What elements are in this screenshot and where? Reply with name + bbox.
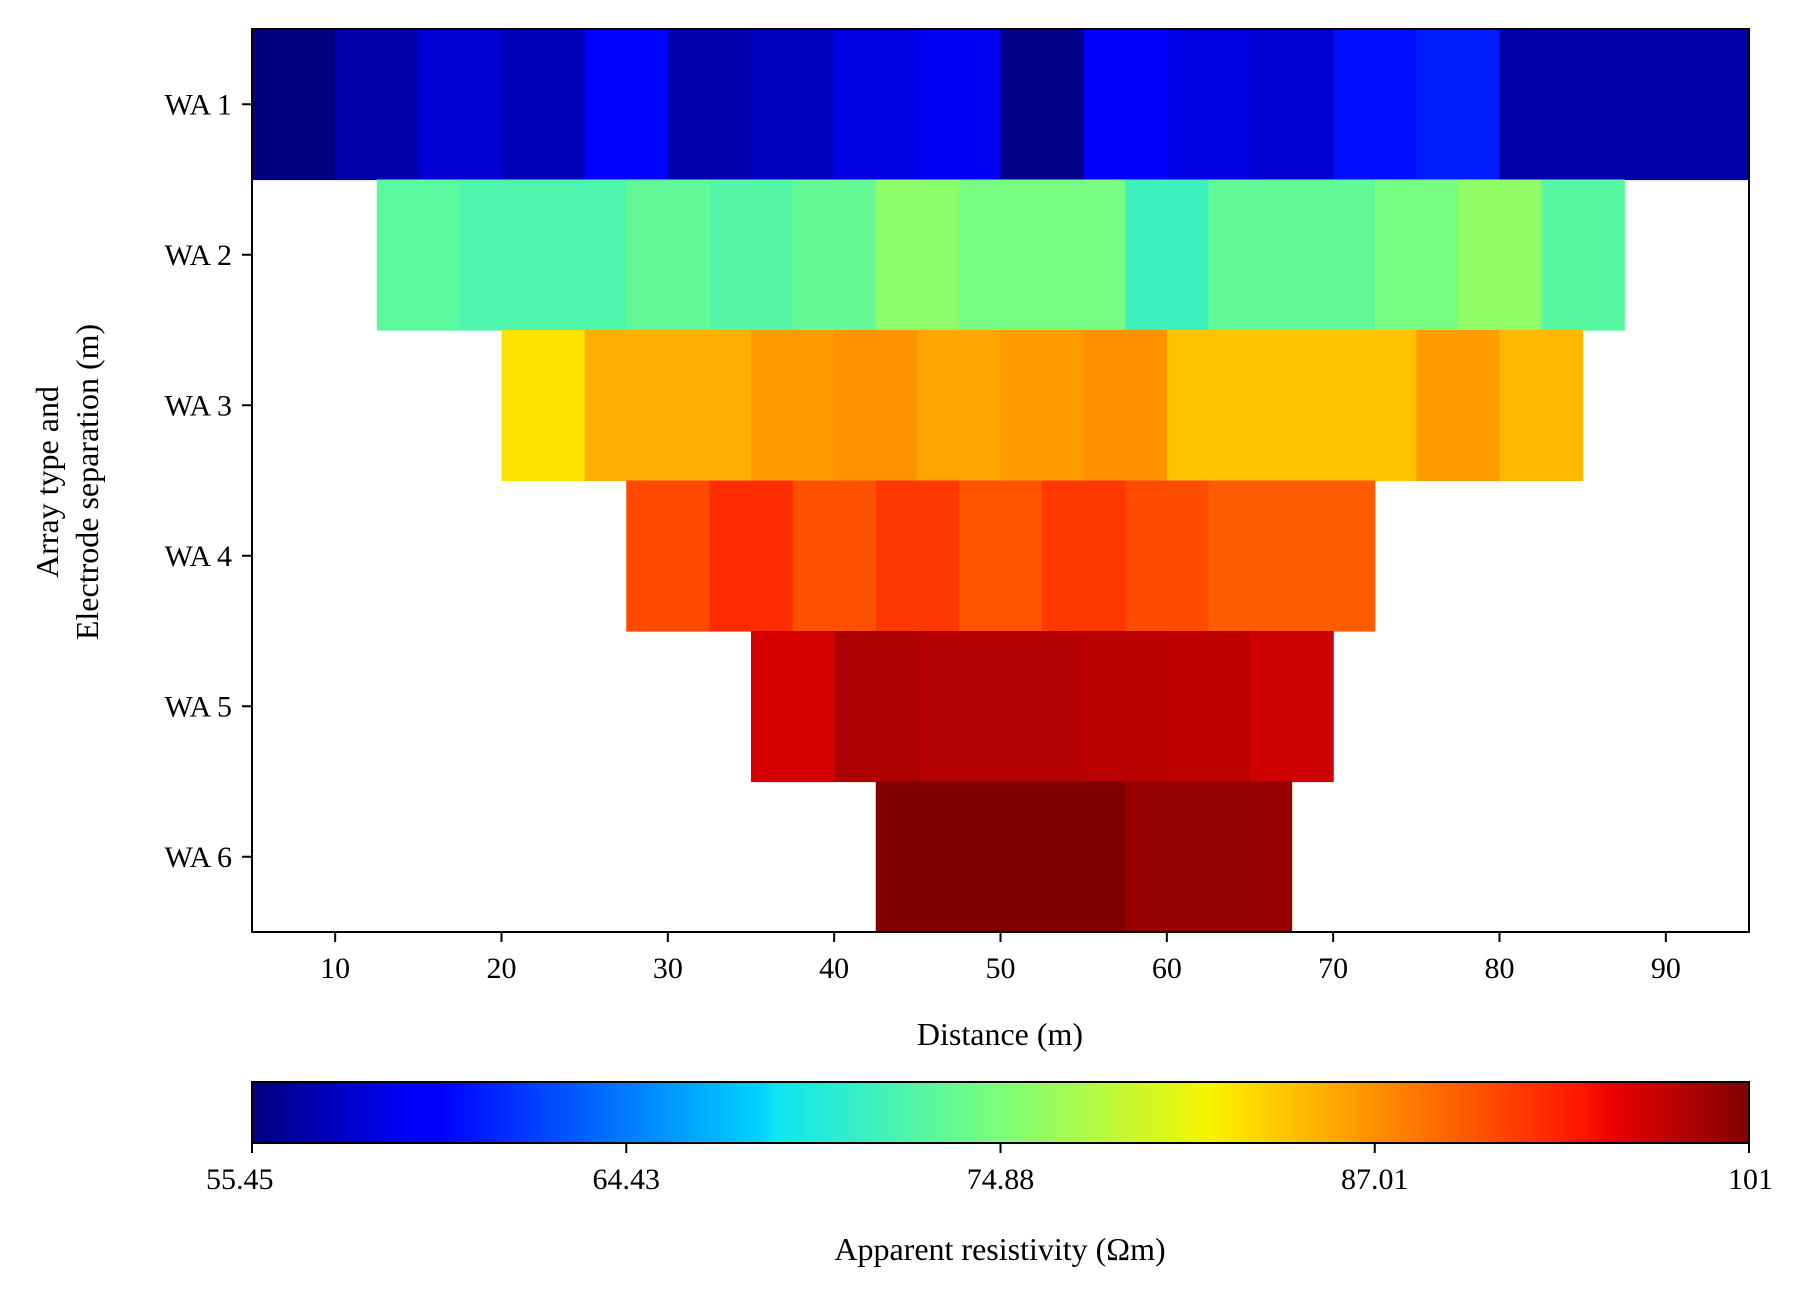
heatmap-cell — [1250, 330, 1334, 482]
x-tick-label: 10 — [320, 952, 350, 985]
heatmap-cell — [501, 29, 586, 181]
heatmap-cell — [1208, 781, 1293, 933]
x-tick-label: 60 — [1152, 952, 1182, 985]
x-tick-label: 20 — [487, 952, 517, 985]
heatmap-cell — [875, 480, 960, 632]
heatmap-cell — [834, 29, 918, 181]
x-tick-label: 90 — [1651, 952, 1681, 985]
x-tick-label: 30 — [653, 952, 683, 985]
heatmap-cell — [335, 29, 419, 181]
x-axis-ticks: 10 20 30 40 50 60 70 80 90 — [320, 932, 1681, 985]
heatmap-cell — [1083, 29, 1168, 181]
colorbar-ticks: 55.45 64.43 74.88 87.01 101 — [206, 1143, 1773, 1196]
heatmap-cell — [958, 179, 1043, 331]
heatmap-cell — [1416, 330, 1501, 482]
heatmap-cell — [917, 330, 1002, 482]
heatmap-cell — [709, 480, 794, 632]
heatmap-cell — [1125, 480, 1210, 632]
colorbar-tick-label: 64.43 — [593, 1163, 661, 1196]
heatmap-cell — [1000, 29, 1085, 181]
y-tick-label: WA 2 — [165, 239, 233, 272]
y-axis-title-line-2: Electrode separation (m) — [69, 324, 105, 640]
heatmap-cell — [834, 631, 918, 783]
heatmap-cell — [1250, 29, 1334, 181]
y-axis-title-line-1: Array type and — [29, 386, 65, 578]
heatmap-cell — [1582, 29, 1667, 181]
heatmap-cell — [1374, 179, 1459, 331]
heatmap-cell — [751, 631, 835, 783]
y-tick-label: WA 5 — [165, 690, 233, 723]
heatmap-cell — [1250, 631, 1334, 783]
heatmap-cell — [1457, 179, 1542, 331]
heatmap-cell — [584, 29, 669, 181]
heatmap-cell — [751, 330, 835, 482]
heatmap-cell — [875, 179, 960, 331]
heatmap-cell — [1042, 179, 1126, 331]
heatmap-cells — [252, 29, 1750, 933]
y-tick-label: WA 6 — [165, 841, 233, 874]
heatmap-cell — [1416, 29, 1501, 181]
heatmap-cell — [709, 179, 794, 331]
heatmap-cell — [1000, 330, 1085, 482]
colorbar-tick-label: 55.45 — [206, 1163, 274, 1196]
heatmap-cell — [1208, 480, 1293, 632]
heatmap-cell — [1499, 330, 1584, 482]
heatmap-cell — [1499, 29, 1584, 181]
heatmap-cell — [418, 29, 503, 181]
heatmap-cell — [667, 330, 752, 482]
heatmap-cell — [1125, 179, 1210, 331]
heatmap-cell — [1541, 179, 1625, 331]
y-tick-label: WA 4 — [165, 540, 233, 573]
heatmap-cell — [252, 29, 336, 181]
heatmap-cell — [1166, 330, 1251, 482]
colorbar-label: Apparent resistivity (Ωm) — [834, 1231, 1165, 1267]
heatmap-cell — [1125, 781, 1210, 933]
heatmap-cell — [626, 480, 711, 632]
heatmap-cell — [626, 179, 711, 331]
heatmap-cell — [1166, 29, 1251, 181]
heatmap-cell — [1291, 179, 1376, 331]
heatmap-cell — [376, 179, 461, 331]
heatmap-cell — [1333, 330, 1417, 482]
heatmap-cell — [1083, 631, 1168, 783]
colorbar-tick-label: 74.88 — [967, 1163, 1035, 1196]
x-tick-label: 40 — [819, 952, 849, 985]
heatmap-cell — [1042, 480, 1126, 632]
heatmap-cell — [792, 179, 877, 331]
heatmap-cell — [875, 781, 960, 933]
heatmap-cell — [1208, 179, 1293, 331]
heatmap-cell — [917, 631, 1002, 783]
heatmap-cell — [1166, 631, 1251, 783]
heatmap-cell — [1083, 330, 1168, 482]
heatmap-cell — [1665, 29, 1750, 181]
heatmap-cell — [792, 480, 877, 632]
heatmap-cell — [1333, 29, 1417, 181]
heatmap-cell — [917, 29, 1002, 181]
y-tick-label: WA 1 — [165, 88, 233, 121]
colorbar — [251, 1081, 1750, 1144]
x-tick-label: 70 — [1318, 952, 1348, 985]
colorbar-tick-label: 87.01 — [1341, 1163, 1409, 1196]
heatmap-cell — [584, 330, 669, 482]
heatmap-cell — [834, 330, 918, 482]
y-tick-label: WA 3 — [165, 389, 233, 422]
heatmap-cell — [958, 781, 1043, 933]
x-axis-title: Distance (m) — [917, 1016, 1083, 1052]
heatmap-cell — [501, 330, 586, 482]
heatmap-cell — [1042, 781, 1126, 933]
x-tick-label: 50 — [986, 952, 1016, 985]
heatmap-cell — [543, 179, 627, 331]
x-tick-label: 80 — [1485, 952, 1515, 985]
heatmap-cell — [958, 480, 1043, 632]
heatmap-cell — [667, 29, 752, 181]
colorbar-tick-label: 101 — [1728, 1163, 1773, 1196]
heatmap-cell — [751, 29, 835, 181]
heatmap-cell — [1000, 631, 1085, 783]
heatmap-cell — [1291, 480, 1376, 632]
heatmap-cell — [459, 179, 544, 331]
y-axis-ticks: WA 1 WA 2 WA 3 WA 4 WA 5 WA 6 — [165, 88, 252, 874]
